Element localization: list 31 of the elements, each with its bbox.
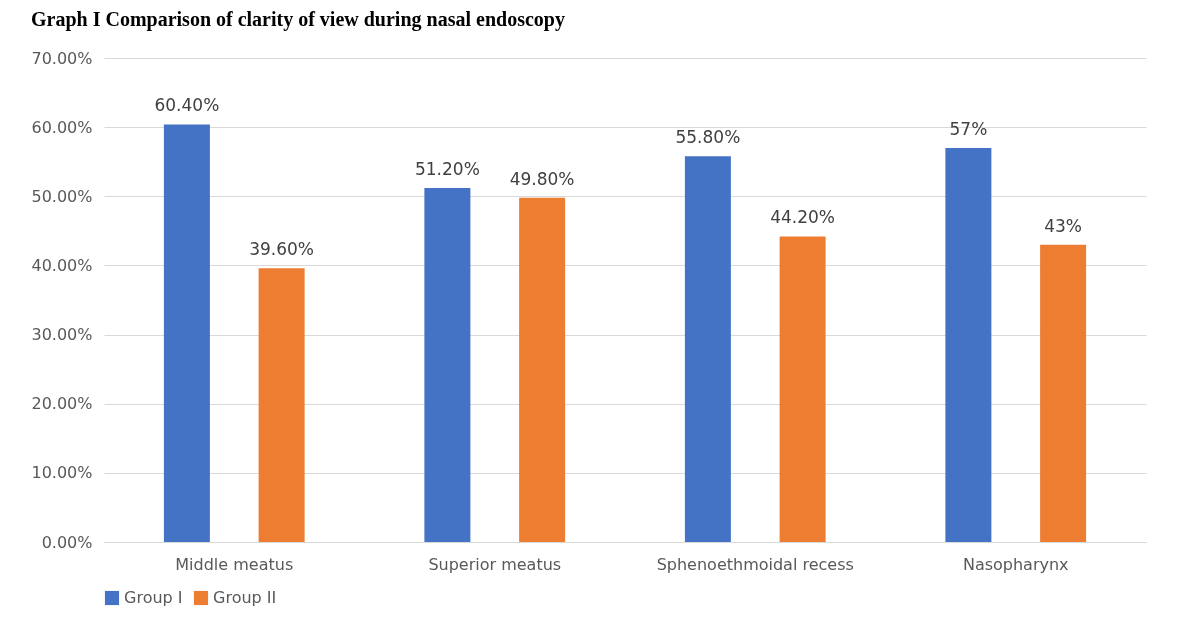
x-tick-label: Nasopharynx <box>962 554 1069 574</box>
bar <box>258 268 305 542</box>
data-label: 49.80% <box>509 168 575 189</box>
data-label: 55.80% <box>675 127 741 148</box>
y-tick-label: 0.00% <box>41 532 93 552</box>
legend-label: Group I <box>124 588 183 607</box>
x-tick-label: Sphenoethmoidal recess <box>656 554 854 574</box>
bar <box>684 156 731 542</box>
data-label: 51.20% <box>414 158 480 179</box>
bar <box>779 236 826 542</box>
chart-title: Graph I Comparison of clarity of view during nasal endoscopy <box>30 8 565 31</box>
x-tick-label: Middle meatus <box>175 554 294 574</box>
bar <box>1040 244 1087 542</box>
y-tick-label: 60.00% <box>31 117 93 137</box>
y-tick-label: 50.00% <box>31 186 93 206</box>
y-tick-label: 40.00% <box>31 255 93 275</box>
data-label: 43% <box>1044 215 1083 236</box>
x-tick-label: Superior meatus <box>428 554 562 574</box>
data-label: 39.60% <box>249 239 315 260</box>
bar <box>519 197 566 542</box>
y-tick-label: 70.00% <box>31 48 93 68</box>
bar <box>424 187 471 542</box>
y-tick-label: 30.00% <box>31 325 93 345</box>
bar <box>163 124 210 542</box>
bar <box>945 147 992 542</box>
data-label: 57% <box>949 118 988 139</box>
y-tick-label: 10.00% <box>31 463 93 483</box>
data-label: 44.20% <box>770 207 836 228</box>
legend-label: Group II <box>213 588 277 607</box>
data-label: 60.40% <box>154 95 220 116</box>
y-tick-label: 20.00% <box>31 394 93 414</box>
